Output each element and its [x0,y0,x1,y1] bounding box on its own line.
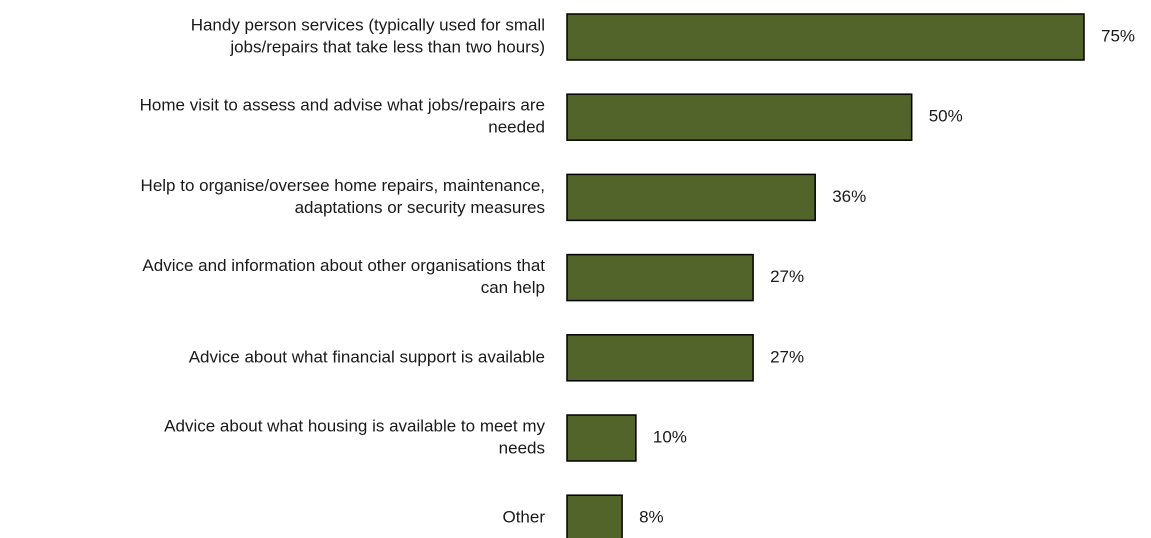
category-label-2: Home visit to assess and advise what job… [140,96,545,137]
bar-3 [566,173,816,222]
category-label-line: needed [488,118,545,137]
value-label-5: 27% [770,347,804,366]
category-label-line: Handy person services (typically used fo… [191,15,545,34]
category-label-line: Advice about what financial support is a… [189,347,545,366]
category-labels: Handy person services (typically used fo… [140,15,546,526]
bar-6 [566,414,637,462]
value-label-4: 27% [770,267,804,286]
category-label-7: Other [502,508,545,527]
category-label-6: Advice about what housing is available t… [164,416,545,457]
category-label-line: Other [502,508,545,527]
value-label-2: 50% [929,107,963,126]
value-labels: 75% 50% 36% 27% 27% 10% 8% [639,26,1135,526]
bars [566,13,1085,538]
bar-1 [566,13,1085,61]
category-label-line: Home visit to assess and advise what job… [140,96,545,115]
bar-7 [566,494,623,538]
bar-4 [566,253,754,302]
category-label-line: jobs/repairs that take less than two hou… [229,37,545,56]
bar-2 [566,93,913,141]
category-label-3: Help to organise/oversee home repairs, m… [141,176,545,217]
category-label-line: needs [499,438,545,457]
category-label-1: Handy person services (typically used fo… [191,15,545,56]
category-label-4: Advice and information about other organ… [142,256,545,297]
category-label-line: Advice and information about other organ… [142,256,545,275]
value-label-1: 75% [1101,26,1135,45]
bar-5 [566,334,754,382]
value-label-3: 36% [832,187,866,206]
value-label-6: 10% [653,427,687,446]
value-label-7: 8% [639,508,664,527]
category-label-line: adaptations or security measures [295,198,545,217]
category-label-line: Help to organise/oversee home repairs, m… [141,176,545,195]
category-label-line: can help [481,278,545,297]
category-label-line: Advice about what housing is available t… [164,416,545,435]
category-label-5: Advice about what financial support is a… [189,347,545,366]
